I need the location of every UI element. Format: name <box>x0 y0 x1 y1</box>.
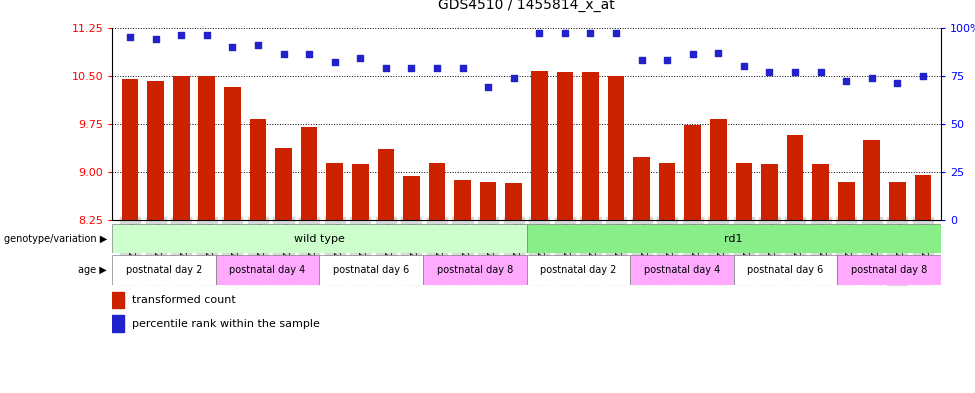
Bar <box>557 72 573 220</box>
Bar <box>112 224 526 253</box>
Point <box>736 63 752 69</box>
Bar <box>429 163 446 220</box>
Text: postnatal day 2: postnatal day 2 <box>126 265 202 275</box>
Point <box>301 51 317 58</box>
Bar <box>224 87 241 220</box>
Point <box>838 78 854 84</box>
Point <box>659 57 675 63</box>
Point <box>352 55 368 61</box>
Bar <box>915 174 931 220</box>
Text: transformed count: transformed count <box>132 295 235 305</box>
Text: postnatal day 4: postnatal day 4 <box>229 265 305 275</box>
Bar <box>684 125 701 220</box>
Text: age ▶: age ▶ <box>79 265 107 275</box>
Bar <box>327 163 343 220</box>
Bar <box>531 71 548 220</box>
Text: postnatal day 8: postnatal day 8 <box>851 265 927 275</box>
Bar <box>480 182 496 220</box>
Text: postnatal day 6: postnatal day 6 <box>333 265 410 275</box>
Bar <box>173 75 189 220</box>
Text: wild type: wild type <box>293 234 345 244</box>
Text: postnatal day 8: postnatal day 8 <box>437 265 513 275</box>
Bar <box>320 255 423 285</box>
Point <box>916 72 931 79</box>
Bar <box>607 75 624 220</box>
Bar <box>634 156 650 220</box>
Text: percentile rank within the sample: percentile rank within the sample <box>132 319 320 329</box>
Point <box>608 30 624 37</box>
Bar <box>659 163 676 220</box>
Point <box>634 57 649 63</box>
Point <box>761 69 777 75</box>
Text: postnatal day 4: postnatal day 4 <box>644 265 720 275</box>
Point <box>404 65 419 71</box>
Point <box>429 65 445 71</box>
Point <box>506 74 522 81</box>
Bar <box>582 72 599 220</box>
Point <box>685 51 701 58</box>
Point <box>531 30 547 37</box>
Bar <box>454 180 471 220</box>
Bar <box>147 81 164 220</box>
Point <box>454 65 470 71</box>
Bar <box>735 163 753 220</box>
Text: genotype/variation ▶: genotype/variation ▶ <box>4 234 107 244</box>
Point <box>889 80 905 86</box>
Point <box>583 30 599 37</box>
Text: rd1: rd1 <box>724 234 743 244</box>
Bar <box>275 147 292 220</box>
Point <box>481 84 496 90</box>
Point <box>378 65 394 71</box>
Point <box>276 51 292 58</box>
Text: postnatal day 6: postnatal day 6 <box>748 265 824 275</box>
Bar <box>403 176 419 220</box>
Bar <box>300 127 318 220</box>
Bar <box>122 79 138 220</box>
Point <box>864 74 879 81</box>
Bar <box>377 149 394 220</box>
Bar <box>838 255 941 285</box>
Bar <box>112 292 124 308</box>
Point <box>148 36 164 42</box>
Text: GDS4510 / 1455814_x_at: GDS4510 / 1455814_x_at <box>438 0 615 12</box>
Bar <box>112 255 215 285</box>
Point <box>787 69 802 75</box>
Bar <box>250 119 266 220</box>
Bar <box>199 75 215 220</box>
Bar <box>812 164 829 220</box>
Bar <box>864 140 880 220</box>
Point <box>224 44 240 50</box>
Bar <box>630 255 733 285</box>
Bar <box>761 164 778 220</box>
Point <box>199 32 214 39</box>
Bar <box>710 119 726 220</box>
Bar <box>352 164 369 220</box>
Point <box>174 32 189 39</box>
Point <box>711 50 726 56</box>
Point <box>813 69 829 75</box>
Point <box>122 34 137 40</box>
Bar <box>787 135 803 220</box>
Bar <box>215 255 320 285</box>
Point <box>251 42 266 48</box>
Bar <box>733 255 838 285</box>
Bar <box>526 224 941 253</box>
Bar <box>838 182 854 220</box>
Text: postnatal day 2: postnatal day 2 <box>540 265 616 275</box>
Bar <box>889 182 906 220</box>
Bar <box>505 184 522 220</box>
Bar <box>423 255 526 285</box>
Bar <box>112 315 124 332</box>
Bar <box>526 255 630 285</box>
Point <box>327 59 342 65</box>
Point <box>557 30 572 37</box>
